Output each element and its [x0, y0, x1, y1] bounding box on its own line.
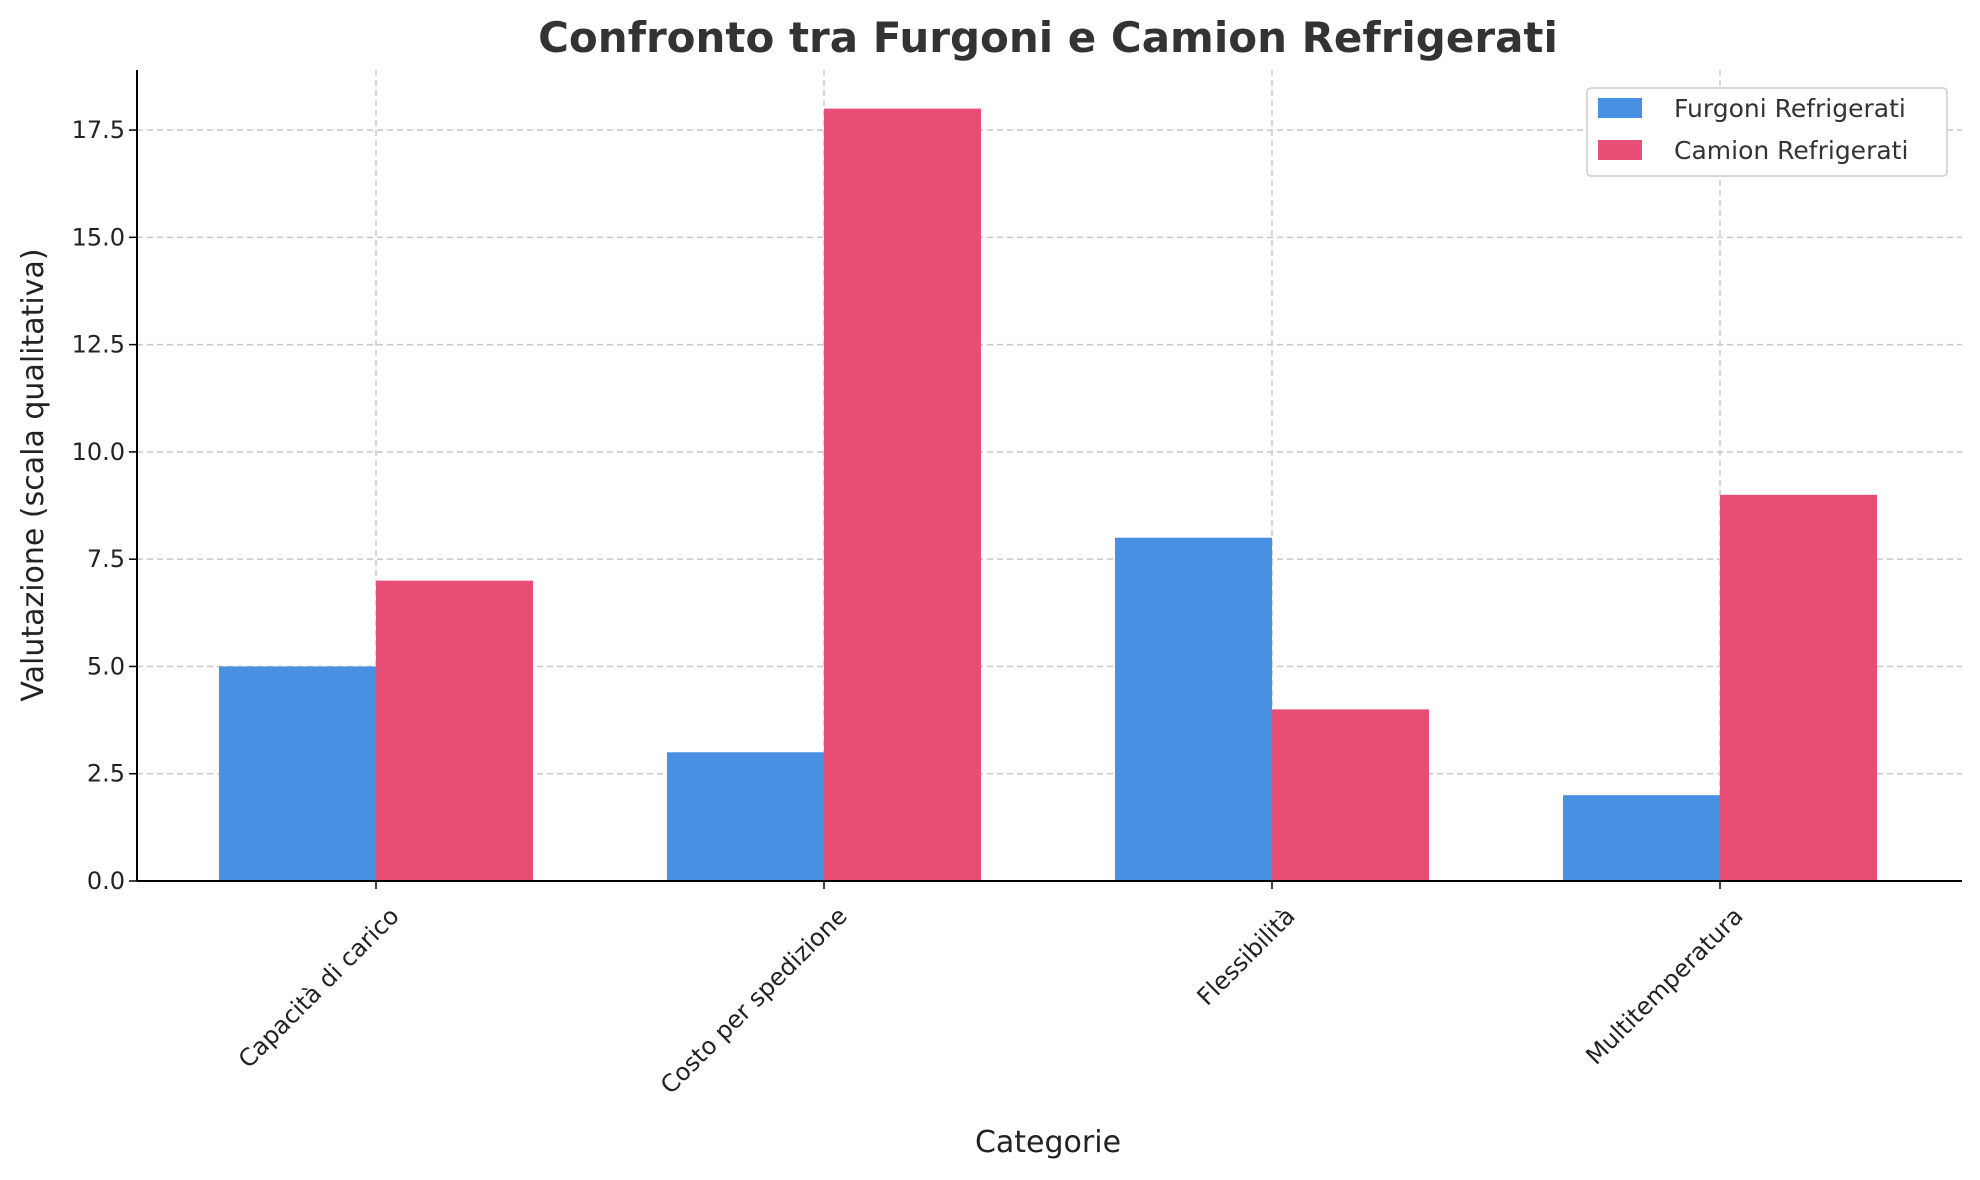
y-tick-label: 15.0 — [72, 223, 125, 251]
axes — [136, 70, 1962, 882]
bar-camion — [1720, 494, 1877, 881]
bar-camion — [376, 580, 533, 881]
legend: Furgoni Refrigerati Camion Refrigerati — [1586, 87, 1948, 177]
y-tick-label: 12.5 — [72, 331, 125, 359]
legend-label-camion: Camion Refrigerati — [1674, 136, 1908, 165]
bars — [219, 108, 1877, 882]
legend-swatch-furgoni — [1598, 98, 1642, 118]
bar-furgoni — [219, 666, 376, 881]
y-ticks: 0.0 2.5 5.0 7.5 10.0 12.5 15.0 17.5 — [72, 116, 137, 895]
y-tick-label: 5.0 — [87, 652, 125, 680]
y-tick-label: 10.0 — [72, 438, 125, 466]
bar-camion — [1272, 709, 1429, 881]
bar-furgoni — [667, 752, 824, 881]
chart-title: Confronto tra Furgoni e Camion Refrigera… — [538, 13, 1558, 62]
y-tick-label: 2.5 — [87, 760, 125, 788]
y-tick-label: 17.5 — [72, 116, 125, 144]
x-axis-label: Categorie — [975, 1125, 1121, 1160]
legend-box — [1586, 87, 1948, 177]
bar-camion — [824, 108, 981, 882]
bar-furgoni — [1115, 537, 1272, 881]
legend-label-furgoni: Furgoni Refrigerati — [1674, 94, 1906, 123]
bar-furgoni — [1563, 795, 1720, 881]
y-tick-label: 0.0 — [87, 867, 125, 895]
y-axis-label: Valutazione (scala qualitativa) — [16, 248, 51, 701]
legend-swatch-camion — [1598, 140, 1642, 160]
y-tick-label: 7.5 — [87, 545, 125, 573]
